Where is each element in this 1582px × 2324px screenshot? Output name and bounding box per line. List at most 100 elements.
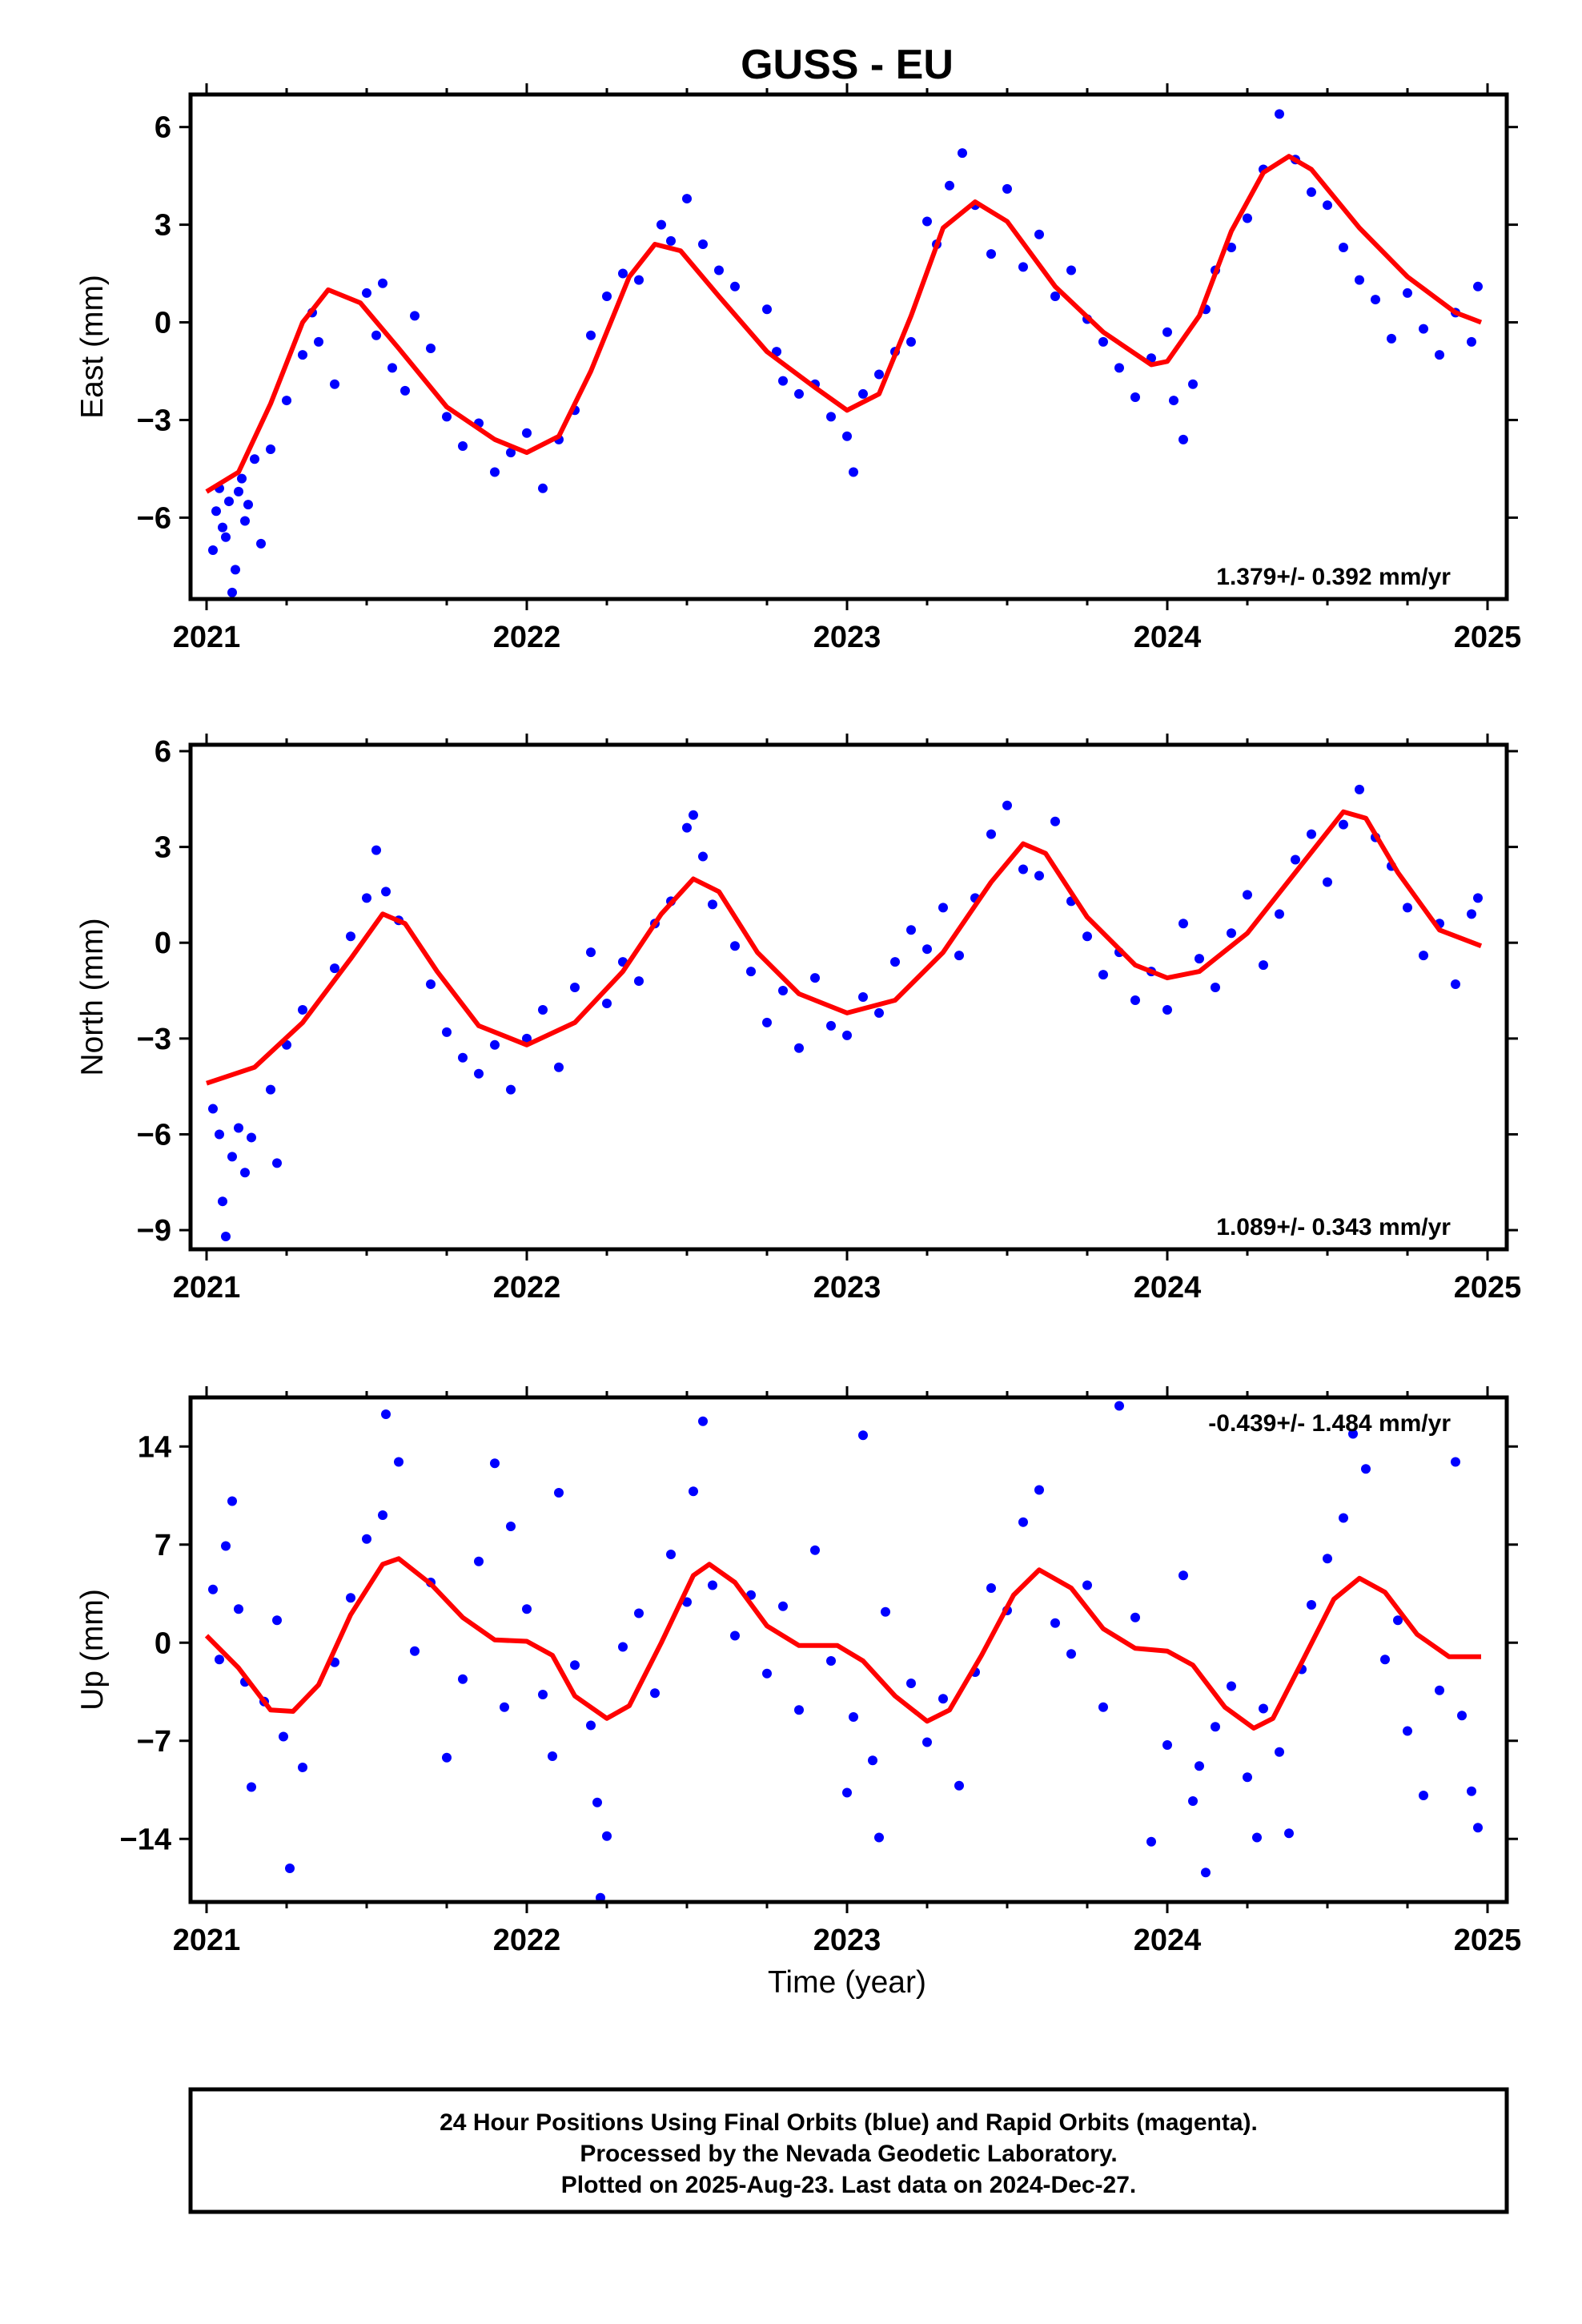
data-point	[1146, 1836, 1156, 1847]
data-point	[906, 925, 916, 935]
data-point	[849, 1712, 858, 1722]
data-point	[906, 336, 916, 347]
data-point	[314, 336, 323, 347]
data-point	[1201, 1868, 1211, 1878]
data-point	[1323, 877, 1332, 887]
data-point	[708, 899, 717, 910]
data-point	[602, 292, 612, 301]
data-point	[762, 1668, 772, 1679]
y-tick-label: 6	[155, 111, 171, 145]
data-points	[208, 109, 1483, 597]
data-point	[849, 467, 858, 477]
data-point	[298, 1763, 307, 1772]
y-axis-label: North (mm)	[75, 918, 110, 1076]
data-point	[1451, 979, 1460, 990]
data-point	[1355, 275, 1364, 285]
data-point	[634, 1608, 644, 1618]
x-tick-label: 2022	[493, 1924, 561, 1957]
data-point	[602, 998, 612, 1008]
data-point	[1323, 200, 1332, 211]
data-point	[1227, 243, 1236, 253]
data-point	[1259, 1703, 1268, 1714]
data-point	[282, 396, 291, 406]
data-point	[890, 957, 900, 967]
data-points	[208, 784, 1483, 1242]
y-tick-label: 3	[155, 831, 171, 865]
data-point	[1130, 392, 1140, 402]
data-point	[954, 951, 964, 961]
data-point	[1018, 262, 1028, 272]
data-point	[586, 1720, 596, 1731]
data-point	[231, 565, 240, 575]
data-point	[945, 180, 954, 191]
data-point	[1348, 1429, 1358, 1439]
data-point	[538, 483, 548, 493]
data-point	[538, 1004, 548, 1015]
data-point	[698, 1416, 708, 1426]
data-point	[698, 851, 708, 862]
footer-box: 24 Hour Positions Using Final Orbits (bl…	[188, 2087, 1509, 2214]
data-point	[234, 1123, 243, 1133]
data-point	[986, 829, 996, 839]
data-point	[1195, 1761, 1204, 1771]
data-point	[1211, 1722, 1220, 1732]
data-point	[279, 1731, 288, 1742]
plot-frame	[188, 742, 1509, 1252]
data-point	[378, 1510, 387, 1520]
data-point	[1169, 396, 1178, 406]
data-point	[221, 532, 231, 542]
fit-curve	[204, 1556, 1481, 1731]
plot-frame	[188, 1395, 1509, 1904]
data-point	[215, 1655, 224, 1665]
data-point	[250, 454, 259, 464]
data-point	[554, 1062, 564, 1072]
east-panel: 2021 2022 2023 2024 2025 −6 −3 0 3 6 East (mm) 1.37…	[75, 83, 1521, 654]
x-tick-label: 2023	[813, 621, 881, 654]
data-point	[958, 148, 967, 159]
data-point	[490, 1039, 500, 1050]
data-point	[272, 1158, 282, 1168]
data-point	[746, 967, 756, 977]
data-point	[1002, 800, 1012, 810]
y-tick-label: 14	[138, 1430, 171, 1464]
data-point	[874, 1832, 884, 1843]
data-point	[1467, 909, 1476, 919]
data-point	[442, 412, 452, 422]
data-point	[211, 506, 221, 517]
data-point	[298, 350, 307, 360]
data-point	[240, 1168, 250, 1178]
data-point	[1473, 281, 1483, 292]
data-point	[730, 941, 740, 951]
x-tick-label: 2024	[1134, 1271, 1202, 1305]
data-point	[234, 1604, 243, 1614]
data-point	[794, 1043, 804, 1053]
data-point	[826, 1020, 836, 1031]
data-point	[666, 235, 676, 246]
data-point	[1098, 970, 1108, 980]
data-point	[874, 1007, 884, 1018]
data-point	[266, 1084, 275, 1095]
data-point	[227, 1152, 237, 1162]
data-point	[1467, 336, 1476, 347]
data-point	[506, 1522, 516, 1531]
data-point	[986, 1583, 996, 1593]
data-point	[362, 893, 371, 903]
data-point	[592, 1797, 602, 1807]
data-point	[1114, 1401, 1124, 1411]
data-point	[458, 1674, 468, 1684]
data-point	[381, 1409, 391, 1419]
data-point	[240, 516, 250, 526]
up-panel: 2021 2022 2023 2024 2025 −14 −7 0 7 14 Up (mm) -0.4…	[75, 1386, 1521, 1957]
data-point	[986, 249, 996, 259]
data-point	[426, 979, 436, 990]
data-point	[1195, 954, 1204, 964]
data-point	[381, 887, 391, 897]
data-point	[689, 810, 698, 820]
data-point	[586, 330, 596, 340]
data-point	[410, 311, 420, 321]
chart-title: GUSS - EU	[741, 42, 954, 88]
data-point	[458, 440, 468, 451]
plot-frame	[188, 92, 1509, 601]
x-tick-label: 2021	[173, 621, 241, 654]
data-point	[881, 1606, 890, 1617]
